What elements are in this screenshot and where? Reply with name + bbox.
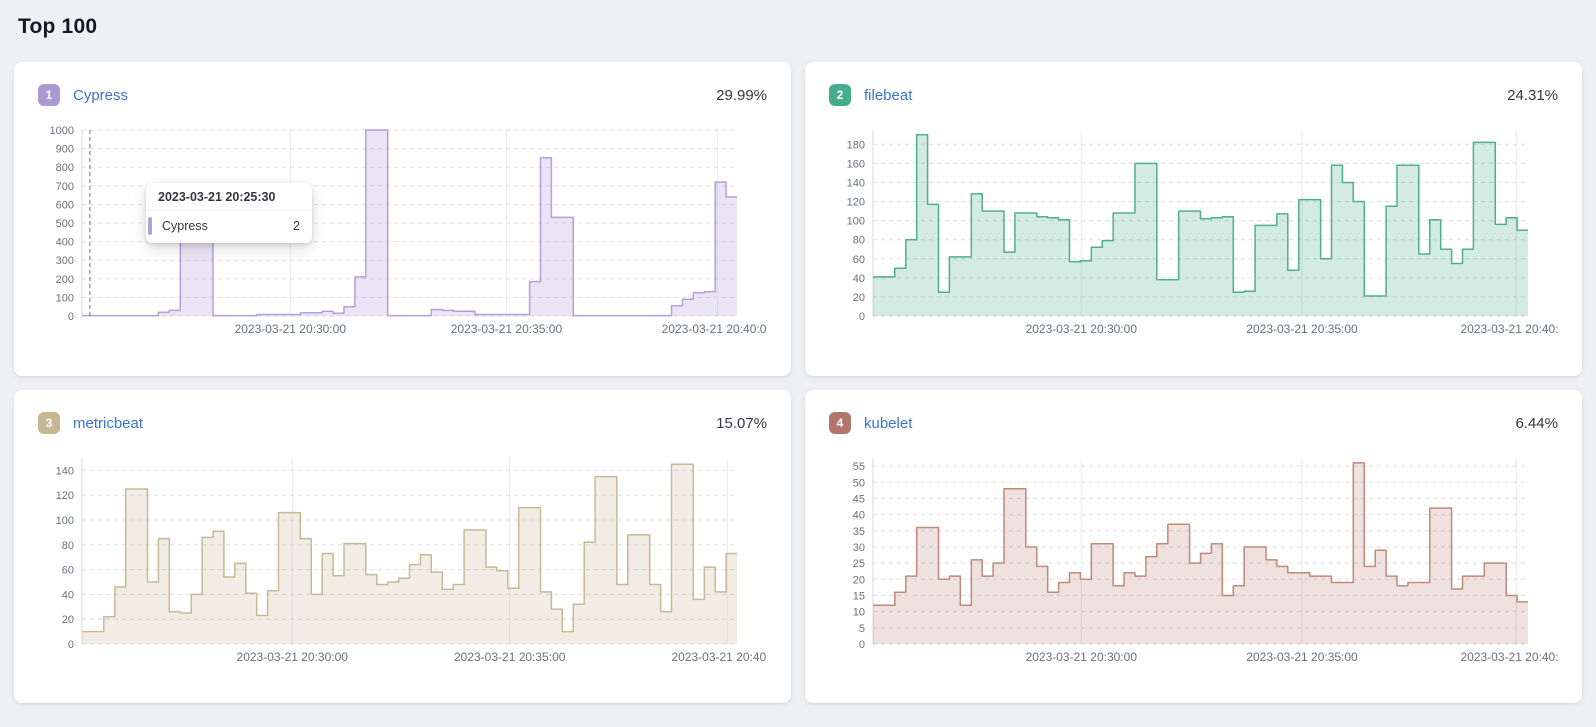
svg-text:100: 100 [56,292,74,304]
svg-text:40: 40 [853,510,865,522]
svg-text:20: 20 [853,574,865,586]
svg-text:800: 800 [56,162,74,174]
svg-text:20: 20 [853,292,865,304]
tooltip-timestamp: 2023-03-21 20:25:30 [146,183,312,211]
svg-text:60: 60 [853,254,865,266]
svg-text:500: 500 [56,218,74,230]
svg-text:120: 120 [56,490,74,502]
percent-value: 24.31% [1507,87,1558,104]
svg-text:700: 700 [56,181,74,193]
svg-text:40: 40 [62,589,74,601]
rank-badge: 4 [829,412,851,434]
chart-canvas[interactable]: 0 20 40 60 80 100 120 140 2023-03-21 20:30:00 202… [38,452,767,664]
svg-text:200: 200 [56,274,74,286]
svg-text:80: 80 [62,540,74,552]
chart-card-metricbeat: 3 metricbeat 15.07% 0 20 40 60 80 100 120 140 20… [14,390,791,703]
svg-text:140: 140 [847,177,865,189]
svg-text:160: 160 [847,158,865,170]
svg-text:50: 50 [853,477,865,489]
svg-text:40: 40 [853,273,865,285]
svg-text:600: 600 [56,199,74,211]
svg-text:120: 120 [847,197,865,209]
svg-text:2023-03-21 20:35:00: 2023-03-21 20:35:00 [1246,322,1358,336]
card-header: 4 kubelet 6.44% [829,408,1558,438]
tooltip-series-row: Cypress 2 [146,211,312,243]
chart-tooltip: 2023-03-21 20:25:30 Cypress 2 [146,183,312,243]
svg-text:900: 900 [56,144,74,156]
svg-text:15: 15 [853,590,865,602]
chart-canvas[interactable]: 0 5 10 15 20 25 30 35 40 45 50 55 2023-03-21 20:30:0… [829,452,1558,664]
tooltip-series-name: Cypress [162,219,208,233]
svg-text:30: 30 [853,542,865,554]
svg-text:2023-03-21 20:30:00: 2023-03-21 20:30:00 [1026,322,1138,336]
tooltip-series-value: 2 [293,219,300,233]
svg-text:180: 180 [847,139,865,151]
chart-plot-area[interactable]: 0 20 40 60 80 100 120 140 2023-03-21 20:30:00 202… [38,452,767,664]
percent-value: 29.99% [716,87,767,104]
chart-plot-area[interactable]: 0 20 40 60 80 100 120 140 160 180 2023-03-21 20:30… [829,124,1558,336]
svg-text:2023-03-21 20:30:00: 2023-03-21 20:30:00 [237,650,349,664]
svg-text:0: 0 [859,311,865,323]
svg-text:2023-03-21 20:35:00: 2023-03-21 20:35:00 [454,650,566,664]
svg-text:20: 20 [62,614,74,626]
svg-text:35: 35 [853,526,865,538]
svg-text:10: 10 [853,607,865,619]
series-title-link[interactable]: kubelet [864,415,912,432]
charts-grid: 1 Cypress 29.99% 01002003004005006007008… [14,62,1582,703]
svg-text:0: 0 [68,311,74,323]
page-title: Top 100 [18,14,1596,40]
series-title-link[interactable]: filebeat [864,87,912,104]
percent-value: 6.44% [1515,415,1558,432]
chart-card-kubelet: 4 kubelet 6.44% 0 5 10 15 20 25 30 35 40 45 50 55 20… [805,390,1582,703]
svg-text:300: 300 [56,255,74,267]
svg-text:2023-03-21 20:30:00: 2023-03-21 20:30:00 [1026,650,1138,664]
dashboard: Top 100 1 Cypress 29.99% 010020030040050… [0,14,1596,703]
svg-text:100: 100 [56,515,74,527]
svg-text:2023-03-21 20:35:00: 2023-03-21 20:35:00 [451,322,563,336]
series-title-link[interactable]: Cypress [73,87,128,104]
svg-text:2023-03-21 20:30:00: 2023-03-21 20:30:00 [235,322,347,336]
rank-badge: 3 [38,412,60,434]
svg-text:1000: 1000 [50,125,74,137]
svg-text:2023-03-21 20:40:00: 2023-03-21 20:40:00 [1460,650,1558,664]
svg-text:100: 100 [847,216,865,228]
svg-text:0: 0 [859,639,865,651]
card-header: 3 metricbeat 15.07% [38,408,767,438]
svg-text:55: 55 [853,461,865,473]
svg-text:2023-03-21 20:35:00: 2023-03-21 20:35:00 [1246,650,1358,664]
rank-badge: 1 [38,84,60,106]
rank-badge: 2 [829,84,851,106]
svg-text:400: 400 [56,237,74,249]
svg-text:45: 45 [853,493,865,505]
svg-text:25: 25 [853,558,865,570]
chart-plot-area[interactable]: 0 5 10 15 20 25 30 35 40 45 50 55 2023-03-21 20:30:0… [829,452,1558,664]
svg-text:140: 140 [56,465,74,477]
percent-value: 15.07% [716,415,767,432]
card-header: 1 Cypress 29.99% [38,80,767,110]
card-header: 2 filebeat 24.31% [829,80,1558,110]
svg-text:60: 60 [62,565,74,577]
chart-card-cypress: 1 Cypress 29.99% 0 100 200 300 400 500 600 700 8… [14,62,791,376]
svg-text:80: 80 [853,235,865,247]
chart-card-filebeat: 2 filebeat 24.31% 0 20 40 60 80 100 120 140 160 1… [805,62,1582,376]
series-color-marker [148,217,152,235]
svg-text:5: 5 [859,623,865,635]
svg-text:0: 0 [68,639,74,651]
svg-text:2023-03-21 20:40:00: 2023-03-21 20:40:00 [662,322,767,336]
chart-canvas[interactable]: 0 20 40 60 80 100 120 140 160 180 2023-03-21 20:30… [829,124,1558,336]
svg-text:2023-03-21 20:40:00: 2023-03-21 20:40:00 [1460,322,1558,336]
svg-text:2023-03-21 20:40:00: 2023-03-21 20:40:00 [671,650,767,664]
series-title-link[interactable]: metricbeat [73,415,143,432]
